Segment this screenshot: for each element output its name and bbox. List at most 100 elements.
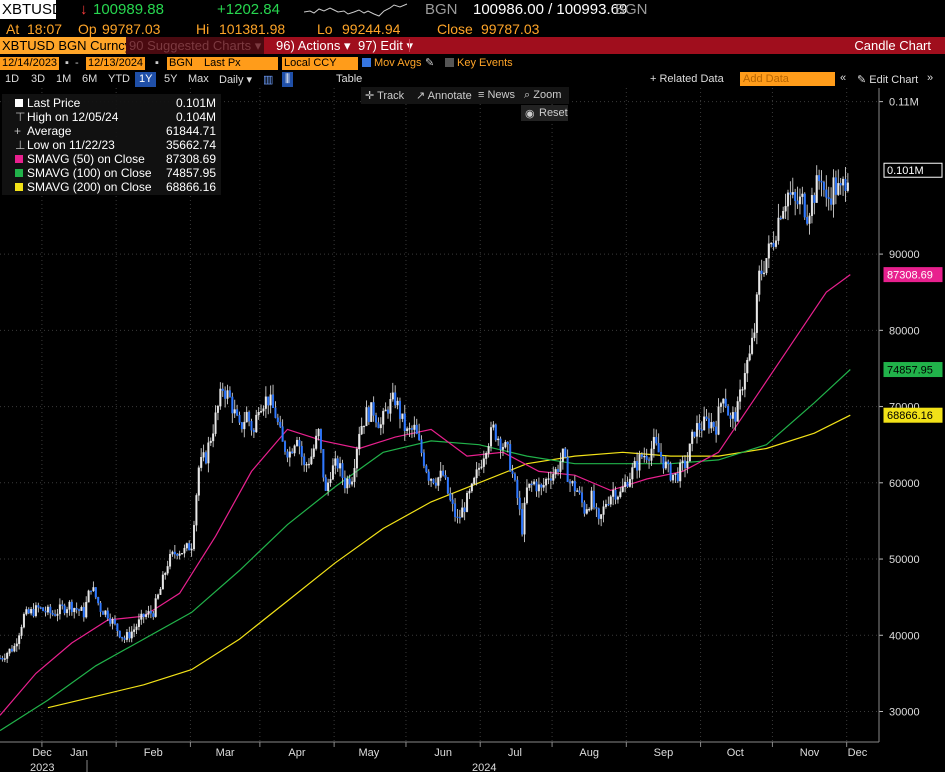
candle (772, 231, 775, 251)
candle (63, 603, 66, 616)
related-data-button[interactable]: + Related Data (650, 73, 724, 85)
actions-menu[interactable]: 96) Actions ▾ (276, 37, 351, 54)
candle-body (204, 452, 207, 464)
candle (269, 385, 272, 414)
candle-body (291, 451, 294, 454)
candle (343, 470, 346, 494)
candle-body (485, 453, 488, 459)
source-field[interactable]: BGN (167, 57, 202, 70)
candle (42, 607, 45, 612)
legend-sma100[interactable]: SMAVG (100) on Close 74857.95 (2, 166, 221, 180)
candle (315, 428, 318, 451)
pencil-icon[interactable]: ✎ (425, 57, 435, 69)
marker-box (883, 267, 943, 283)
collapse-left-icon[interactable]: « (840, 72, 847, 84)
legend-last-price[interactable]: Last Price 0.101M (2, 96, 221, 110)
sparkline-icon (304, 3, 408, 17)
range-1d[interactable]: 1D (5, 73, 20, 85)
candle-body (10, 648, 13, 652)
candle (430, 478, 433, 487)
table-button[interactable]: Table (336, 73, 363, 85)
key-events-label[interactable]: Key Events (457, 57, 513, 69)
bar-chart-icon[interactable]: ▥ (263, 74, 274, 86)
frequency-selector[interactable]: Daily ▾ (219, 73, 252, 86)
y-tick-label: 50000 (889, 554, 920, 566)
range-6m[interactable]: 6M (82, 73, 98, 85)
zoom-button[interactable]: ⌕ Zoom (524, 89, 561, 102)
candle (379, 417, 382, 436)
currency-selector[interactable]: Local CCY (282, 57, 358, 70)
mov-avgs-label[interactable]: Mov Avgs (374, 57, 422, 69)
range-1y[interactable]: 1Y (135, 72, 157, 87)
track-button[interactable]: ✛ Track (365, 89, 404, 102)
candle-body (815, 175, 818, 203)
candle-icon[interactable]: ⫼ (282, 72, 294, 87)
candle-body (147, 610, 150, 615)
field-selector[interactable]: Last Px (202, 57, 278, 70)
candle (822, 180, 825, 197)
expand-right-icon[interactable]: » (927, 72, 934, 84)
legend-sma200[interactable]: SMAVG (200) on Close 68866.16 (2, 180, 221, 194)
legend-value: 0.101M (175, 96, 216, 110)
legend-label: Low on 11/22/23 (27, 138, 115, 152)
candle (846, 173, 849, 193)
edit-chart-button[interactable]: ✎ Edit Chart (857, 73, 918, 86)
candle-body (801, 193, 804, 197)
candle (827, 186, 830, 211)
candle (267, 396, 270, 415)
candle-body (240, 422, 243, 430)
legend-low: ⊥ Low on 11/22/23 35662.74 (2, 138, 221, 152)
candle (82, 602, 85, 622)
price-chart[interactable]: 300004000050000600007000080000900000.11M… (0, 88, 945, 772)
candle-body (169, 554, 172, 567)
annotate-button[interactable]: ↗ Annotate (416, 89, 472, 102)
add-data-input[interactable] (740, 72, 835, 86)
range-5y[interactable]: 5Y (164, 73, 178, 85)
ticker-box[interactable] (0, 0, 56, 19)
candle-body (130, 631, 133, 639)
marker-box (883, 162, 943, 178)
candle-body (695, 423, 698, 437)
candle-body (767, 243, 770, 259)
candle (272, 384, 275, 409)
candle (188, 540, 191, 551)
candle-body (506, 441, 509, 445)
edit-menu[interactable]: 97) Edit ▾ (358, 37, 413, 54)
legend-sma50[interactable]: SMAVG (50) on Close 87308.69 (2, 152, 221, 166)
key-events-checkbox[interactable] (445, 58, 454, 67)
candle-body (427, 471, 430, 481)
range-3d[interactable]: 3D (31, 73, 46, 85)
calendar-icon[interactable]: ▪ (155, 57, 159, 69)
range-ytd[interactable]: YTD (108, 73, 130, 85)
candle (748, 345, 751, 362)
candle-body (25, 609, 28, 615)
start-date-field[interactable]: 12/14/2023 (0, 57, 60, 70)
ticker[interactable]: XBTUSD (2, 1, 63, 18)
end-date-field[interactable]: 12/13/2024 (86, 57, 146, 70)
range-max[interactable]: Max (188, 73, 209, 85)
candle-body (554, 469, 557, 475)
candle-body (533, 481, 536, 485)
candle-body (600, 514, 603, 519)
candle-body (707, 418, 710, 429)
candle (310, 448, 313, 466)
reset-label: Reset (539, 107, 568, 119)
news-button[interactable]: ≡ News (478, 89, 515, 101)
candle (157, 593, 160, 600)
candle-body (255, 414, 258, 433)
candle-body (758, 270, 761, 295)
range-1m[interactable]: 1M (56, 73, 72, 85)
candle-body (810, 195, 813, 217)
candle-body (413, 424, 416, 430)
candle-body (329, 479, 332, 483)
mov-avgs-checkbox[interactable] (362, 58, 371, 67)
suggested-charts-button[interactable]: 90 Suggested Charts ▾ (126, 37, 265, 54)
security-field[interactable]: XBTUSD BGN Curncy (0, 37, 134, 54)
candle-body (34, 605, 37, 617)
reset-button[interactable]: ◉ Reset (521, 105, 568, 121)
calendar-icon[interactable]: ▪ (65, 57, 69, 69)
candle (123, 635, 126, 643)
candle (291, 448, 294, 454)
candle (789, 181, 792, 206)
candle (542, 477, 545, 492)
